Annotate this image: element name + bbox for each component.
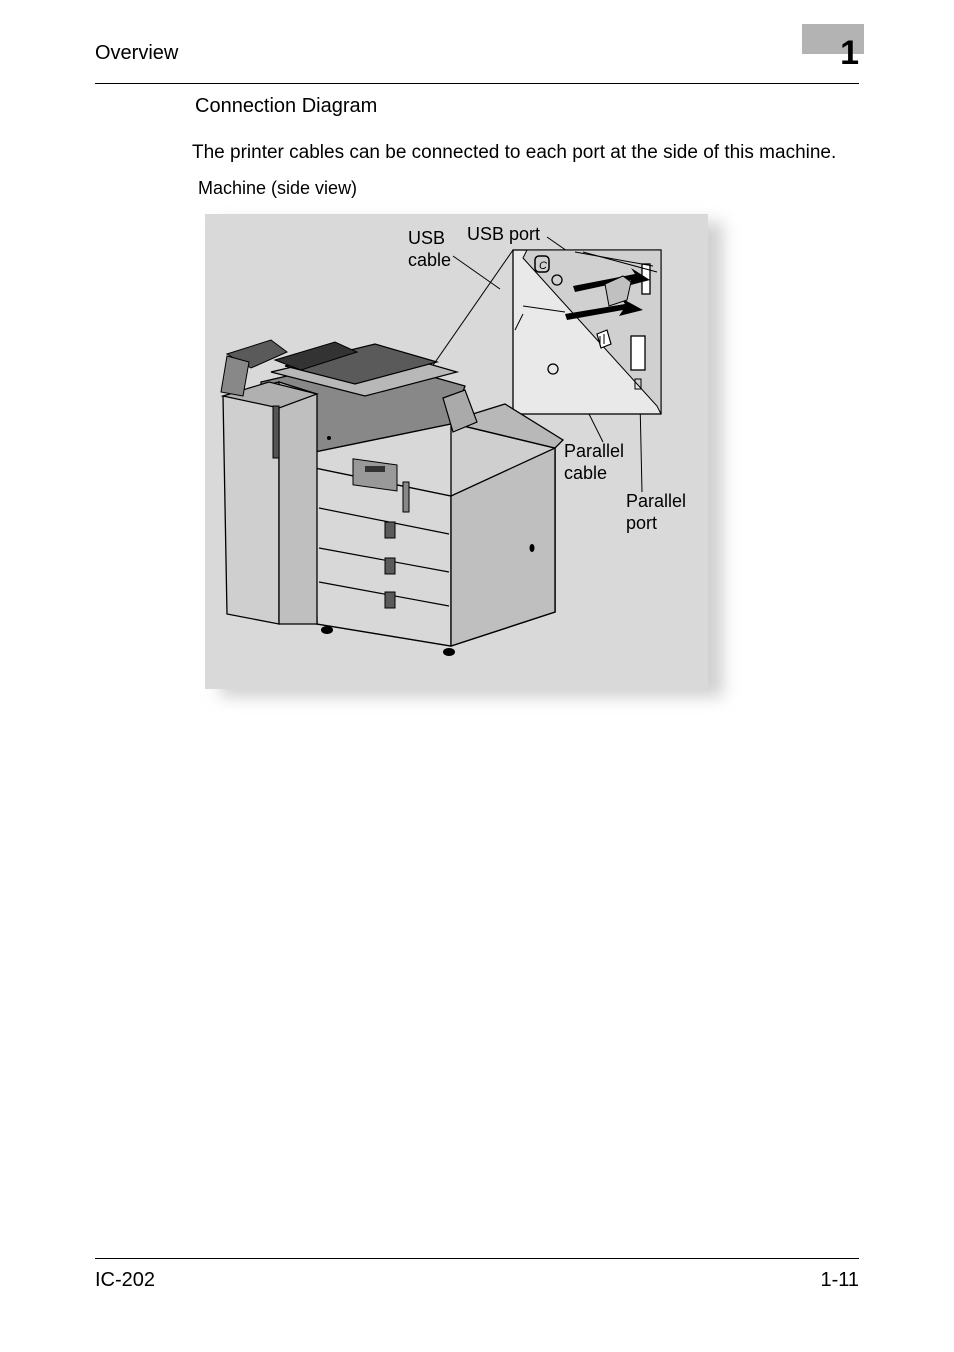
page-footer: IC-202 1-11 bbox=[95, 1258, 859, 1292]
diagram-caption: Machine (side view) bbox=[198, 178, 357, 199]
footer-left: IC-202 bbox=[95, 1269, 155, 1292]
footer-right: 1-11 bbox=[820, 1269, 859, 1292]
section-title: Overview bbox=[95, 42, 178, 65]
body-text: The printer cables can be connected to e… bbox=[192, 140, 859, 167]
subtitle: Connection Diagram bbox=[195, 95, 377, 118]
chapter-number: 1 bbox=[840, 34, 859, 72]
svg-text:C: C bbox=[539, 260, 547, 272]
port-detail-panel: C bbox=[513, 250, 661, 414]
chapter-indicator: 1 bbox=[840, 34, 859, 73]
connection-diagram: USB cable USB port Parallel cable Parall… bbox=[205, 214, 708, 689]
machine-body bbox=[221, 340, 563, 656]
page-header: Overview 1 bbox=[95, 34, 859, 84]
machine-illustration: C bbox=[205, 214, 708, 689]
